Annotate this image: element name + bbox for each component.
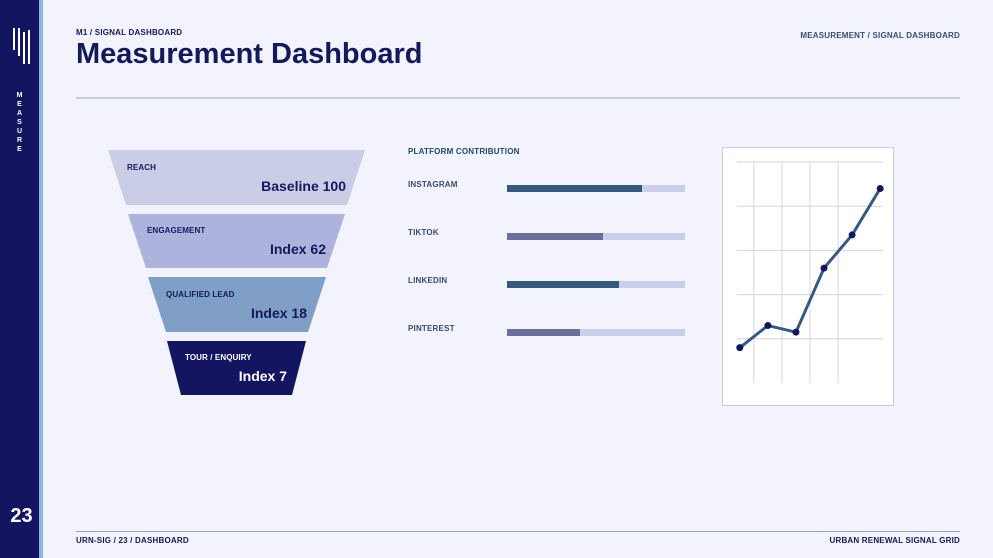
chart-data-point: [764, 322, 772, 330]
section-kicker: M1 / SIGNAL DASHBOARD: [76, 28, 183, 37]
chart-data-point: [792, 328, 800, 336]
funnel-shape: [128, 214, 345, 268]
platform-bar-fill: [507, 185, 643, 192]
funnel-step-label: QUALIFIED LEAD: [166, 290, 235, 299]
header-divider: [76, 97, 960, 99]
chart-data-point: [848, 231, 856, 239]
platform-row-tiktok: TIKTOK: [408, 228, 688, 242]
sidebar-letter: S: [17, 119, 22, 126]
funnel-shape: [167, 341, 306, 395]
platform-bar-track: [507, 281, 685, 288]
chart-data-point: [820, 264, 828, 272]
sidebar: M E A S U R E 23: [0, 0, 39, 558]
footer-document-code: URN-SIG / 23 / DASHBOARD: [76, 536, 189, 545]
footer-divider: [76, 531, 960, 532]
sidebar-letter: M: [16, 92, 23, 99]
funnel-step-value: Index 62: [269, 241, 326, 257]
funnel-step-value: Baseline 100: [261, 178, 346, 194]
platform-label: INSTAGRAM: [408, 180, 458, 189]
platform-bar-track: [507, 185, 685, 192]
funnel-step-label: ENGAGEMENT: [147, 226, 206, 235]
funnel-step-tour-enquiry: TOUR / ENQUIRY Index 7: [167, 341, 306, 395]
platform-row-pinterest: PINTEREST: [408, 324, 688, 338]
trend-chart: [722, 147, 894, 406]
sidebar-vertical-word: M E A S U R E: [0, 91, 39, 154]
platform-label: TIKTOK: [408, 228, 439, 237]
platform-contribution-heading: PLATFORM CONTRIBUTION: [408, 147, 520, 156]
platform-label: PINTEREST: [408, 324, 455, 333]
platform-row-instagram: INSTAGRAM: [408, 180, 688, 194]
sidebar-letter: A: [16, 110, 23, 117]
sidebar-letter: E: [17, 146, 22, 153]
footer-project-name: URBAN RENEWAL SIGNAL GRID: [829, 536, 960, 545]
platform-bar-fill: [507, 329, 580, 336]
platform-label: LINKEDIN: [408, 276, 448, 285]
funnel-shape: [148, 277, 326, 332]
header-breadcrumb: MEASUREMENT / SIGNAL DASHBOARD: [800, 31, 960, 40]
chart-series-line: [738, 187, 882, 349]
funnel-step-value: Index 18: [250, 305, 307, 321]
platform-row-linkedin: LINKEDIN: [408, 276, 688, 290]
funnel-step-engagement: ENGAGEMENT Index 62: [128, 214, 345, 268]
trend-chart-plot: [736, 161, 884, 383]
chart-data-point: [876, 185, 884, 193]
sidebar-accent-stripe: [39, 0, 43, 558]
platform-bar-track: [507, 329, 685, 336]
funnel-step-reach: REACH Baseline 100: [108, 150, 365, 205]
sidebar-letter: R: [16, 137, 23, 144]
sidebar-letter: U: [16, 128, 23, 135]
platform-bar-fill: [507, 233, 604, 240]
brand-logo-icon: [13, 28, 30, 64]
funnel-step-label: REACH: [127, 163, 156, 172]
platform-bar-fill: [507, 281, 620, 288]
platform-bar-track: [507, 233, 685, 240]
funnel-step-label: TOUR / ENQUIRY: [185, 353, 252, 362]
page-title: Measurement Dashboard: [76, 38, 423, 70]
funnel-step-value: Index 7: [238, 368, 287, 384]
funnel-shape: [108, 150, 365, 205]
page-number: 23: [10, 505, 33, 527]
funnel-step-qualified-lead: QUALIFIED LEAD Index 18: [148, 277, 326, 332]
chart-data-point: [736, 344, 744, 352]
sidebar-letter: E: [17, 101, 22, 108]
